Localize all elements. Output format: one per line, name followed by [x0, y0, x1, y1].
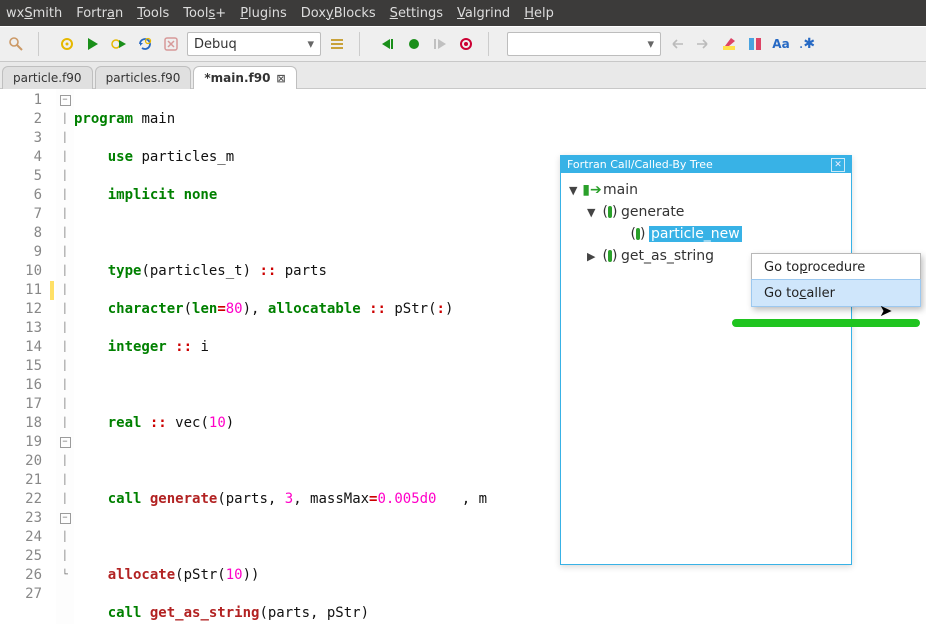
tree-node-main[interactable]: ▼▮➔main: [565, 179, 847, 201]
gear-icon[interactable]: [57, 34, 77, 54]
step-back-icon[interactable]: [378, 34, 398, 54]
close-icon[interactable]: ✕: [831, 158, 845, 172]
menu-fortran[interactable]: Fortran: [76, 6, 123, 21]
redo-search-icon[interactable]: [693, 34, 713, 54]
menu-tools[interactable]: Tools: [137, 6, 169, 21]
menu-doxyblocks[interactable]: DoxyBlocks: [301, 6, 376, 21]
call-tree-panel: Fortran Call/Called-By Tree ✕ ▼▮➔main ▼(…: [560, 155, 852, 565]
fold-column[interactable]: −│││││││││││││││││−│││−││└: [56, 89, 74, 624]
menubar: wxSmith Fortran Tools Tools+ Plugins Dox…: [0, 0, 926, 26]
menu-valgrind[interactable]: Valgrind: [457, 6, 510, 21]
mouse-cursor-icon: ➤: [879, 301, 892, 320]
rebuild-icon[interactable]: [135, 34, 155, 54]
abort-icon[interactable]: [161, 34, 181, 54]
menu-settings[interactable]: Settings: [390, 6, 443, 21]
menu-toolsplus[interactable]: Tools+: [183, 6, 226, 21]
tree-node-generate[interactable]: ▼()generate: [565, 201, 847, 223]
panel-titlebar[interactable]: Fortran Call/Called-By Tree ✕: [561, 156, 851, 173]
chevron-down-icon: ▾: [647, 37, 654, 52]
toggle-bp-icon[interactable]: [456, 34, 476, 54]
highlight-icon[interactable]: [719, 34, 739, 54]
context-menu: Go to procedure Go to caller: [751, 253, 921, 307]
run-icon[interactable]: [83, 34, 103, 54]
menu-goto-caller[interactable]: Go to caller: [751, 279, 921, 307]
build-target-value: Debuq: [194, 37, 237, 52]
breakpoint-icon[interactable]: [404, 34, 424, 54]
line-numbers: 1234567891011121314151617181920212223242…: [0, 89, 48, 624]
toolbar: Debuq ▾ ▾ Aa .✱: [0, 26, 926, 62]
menu-goto-procedure[interactable]: Go to procedure: [752, 254, 920, 280]
select-block-icon[interactable]: [745, 34, 765, 54]
close-icon[interactable]: ⊠: [276, 72, 285, 85]
editor-tabs: particle.f90 particles.f90 *main.f90⊠: [0, 62, 926, 89]
zoom-icon[interactable]: [6, 34, 26, 54]
undo-search-icon[interactable]: [667, 34, 687, 54]
search-combo[interactable]: ▾: [507, 32, 661, 56]
build-run-icon[interactable]: [109, 34, 129, 54]
step-fwd-icon[interactable]: [430, 34, 450, 54]
change-marks: [48, 89, 56, 624]
panel-title: Fortran Call/Called-By Tree: [567, 158, 713, 171]
code-editor[interactable]: 1234567891011121314151617181920212223242…: [0, 89, 926, 624]
chevron-down-icon: ▾: [307, 37, 314, 52]
regex-icon[interactable]: .✱: [797, 34, 817, 54]
green-progress-bar: [732, 319, 920, 327]
tab-particles[interactable]: particles.f90: [95, 66, 192, 89]
tree-node-particle-new[interactable]: ()particle_new: [565, 223, 847, 245]
tab-main[interactable]: *main.f90⊠: [193, 66, 296, 89]
match-case-icon[interactable]: Aa: [771, 34, 791, 54]
tab-particle[interactable]: particle.f90: [2, 66, 93, 89]
menu-help[interactable]: Help: [524, 6, 554, 21]
list-icon[interactable]: [327, 34, 347, 54]
menu-plugins[interactable]: Plugins: [240, 6, 287, 21]
build-target-combo[interactable]: Debuq ▾: [187, 32, 321, 56]
menu-wxsmith[interactable]: wxSmith: [6, 6, 62, 21]
